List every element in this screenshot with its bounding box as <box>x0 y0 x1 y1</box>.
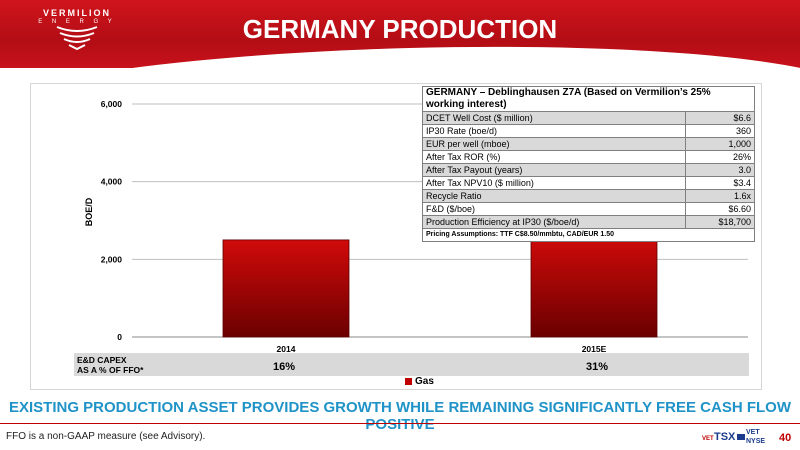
table-row-label: IP30 Rate (boe/d) <box>421 124 687 138</box>
ffo-footnote: FFO is a non-GAAP measure (see Advisory)… <box>6 431 206 442</box>
tagline: EXISTING PRODUCTION ASSET PROVIDES GROWT… <box>9 399 791 433</box>
x-tick-label: 2014 <box>277 344 296 354</box>
economics-table: GERMANY – Deblinghausen Z7A (Based on Ve… <box>421 86 755 242</box>
bar-gas-2014 <box>222 239 350 338</box>
exchange-nyse: NYSE <box>746 438 765 445</box>
table-row: Production Efficiency at IP30 ($/boe/d) $… <box>421 215 755 229</box>
exchange-listing-logo: VET TSX VET NYSE <box>702 429 765 445</box>
table-row: F&D ($/boe) $6.60 <box>421 202 755 216</box>
capex-label-line1: E&D CAPEX <box>77 355 127 365</box>
table-row-label: After Tax Payout (years) <box>421 163 687 177</box>
y-tick-label: 6,000 <box>101 99 123 109</box>
table-row: Recycle Ratio 1.6x <box>421 189 755 203</box>
logo-swoosh-icon <box>56 26 98 51</box>
table-row-value: $3.4 <box>685 176 755 190</box>
y-tick-label: 0 <box>117 332 122 342</box>
exchange-vet-nyse: VET <box>746 429 760 436</box>
exchange-vet-tsx: VET <box>702 436 714 442</box>
table-row-label: After Tax ROR (%) <box>421 150 687 164</box>
exchange-tsx: TSX <box>714 431 736 443</box>
legend-label-gas: Gas <box>415 376 434 387</box>
table-title: GERMANY – Deblinghausen Z7A (Based on Ve… <box>422 86 755 112</box>
table-row-value: 360 <box>685 124 755 138</box>
table-row-value: 3.0 <box>685 163 755 177</box>
table-row-label: EUR per well (mboe) <box>421 137 687 151</box>
table-row: DCET Well Cost ($ million) $6.6 <box>421 111 755 125</box>
table-row: After Tax NPV10 ($ million) $3.4 <box>421 176 755 190</box>
table-row-label: Production Efficiency at IP30 ($/boe/d) <box>421 215 687 229</box>
table-row-value: $6.60 <box>685 202 755 216</box>
capex-value-2015e: 31% <box>586 361 609 373</box>
table-footnote: Pricing Assumptions: TTF C$8.50/mmbtu, C… <box>422 228 755 242</box>
capex-label: E&D CAPEX AS A % OF FFO* <box>77 355 143 375</box>
table-footnote-row: Pricing Assumptions: TTF C$8.50/mmbtu, C… <box>422 228 755 242</box>
capex-value-2014: 16% <box>273 361 296 373</box>
y-axis-label: BOE/D <box>84 197 94 226</box>
table-row-value: $18,700 <box>685 215 755 229</box>
table-row-value: 1.6x <box>685 189 755 203</box>
bar-gas-2015e <box>530 234 658 338</box>
page-title: GERMANY PRODUCTION <box>242 14 558 44</box>
capex-label-line2: AS A % OF FFO* <box>77 365 144 375</box>
table-row: EUR per well (mboe) 1,000 <box>421 137 755 151</box>
header-banner: VERMILION E N E R G Y GERMANY PRODUCTION <box>0 0 800 68</box>
table-row-label: F&D ($/boe) <box>421 202 687 216</box>
vermilion-logo: VERMILION E N E R G Y <box>22 8 132 58</box>
legend-swatch-gas <box>405 378 412 385</box>
y-tick-label: 2,000 <box>101 254 123 264</box>
footer-divider <box>0 423 800 424</box>
table-row-value: $6.6 <box>685 111 755 125</box>
table-row-value: 26% <box>685 150 755 164</box>
page-number: 40 <box>779 432 792 444</box>
table-row-label: Recycle Ratio <box>421 189 687 203</box>
exchange-divider-icon <box>737 434 745 440</box>
logo-name: VERMILION <box>42 8 111 18</box>
table-row-value: 1,000 <box>685 137 755 151</box>
table-row: After Tax ROR (%) 26% <box>421 150 755 164</box>
logo-sub: E N E R G Y <box>38 19 116 25</box>
table-row-label: After Tax NPV10 ($ million) <box>421 176 687 190</box>
chart-legend: Gas <box>405 376 434 387</box>
table-row-label: DCET Well Cost ($ million) <box>421 111 687 125</box>
table-row: IP30 Rate (boe/d) 360 <box>421 124 755 138</box>
x-tick-label: 2015E <box>582 344 607 354</box>
y-tick-label: 4,000 <box>101 177 123 187</box>
capex-band <box>74 353 749 376</box>
table-row: After Tax Payout (years) 3.0 <box>421 163 755 177</box>
